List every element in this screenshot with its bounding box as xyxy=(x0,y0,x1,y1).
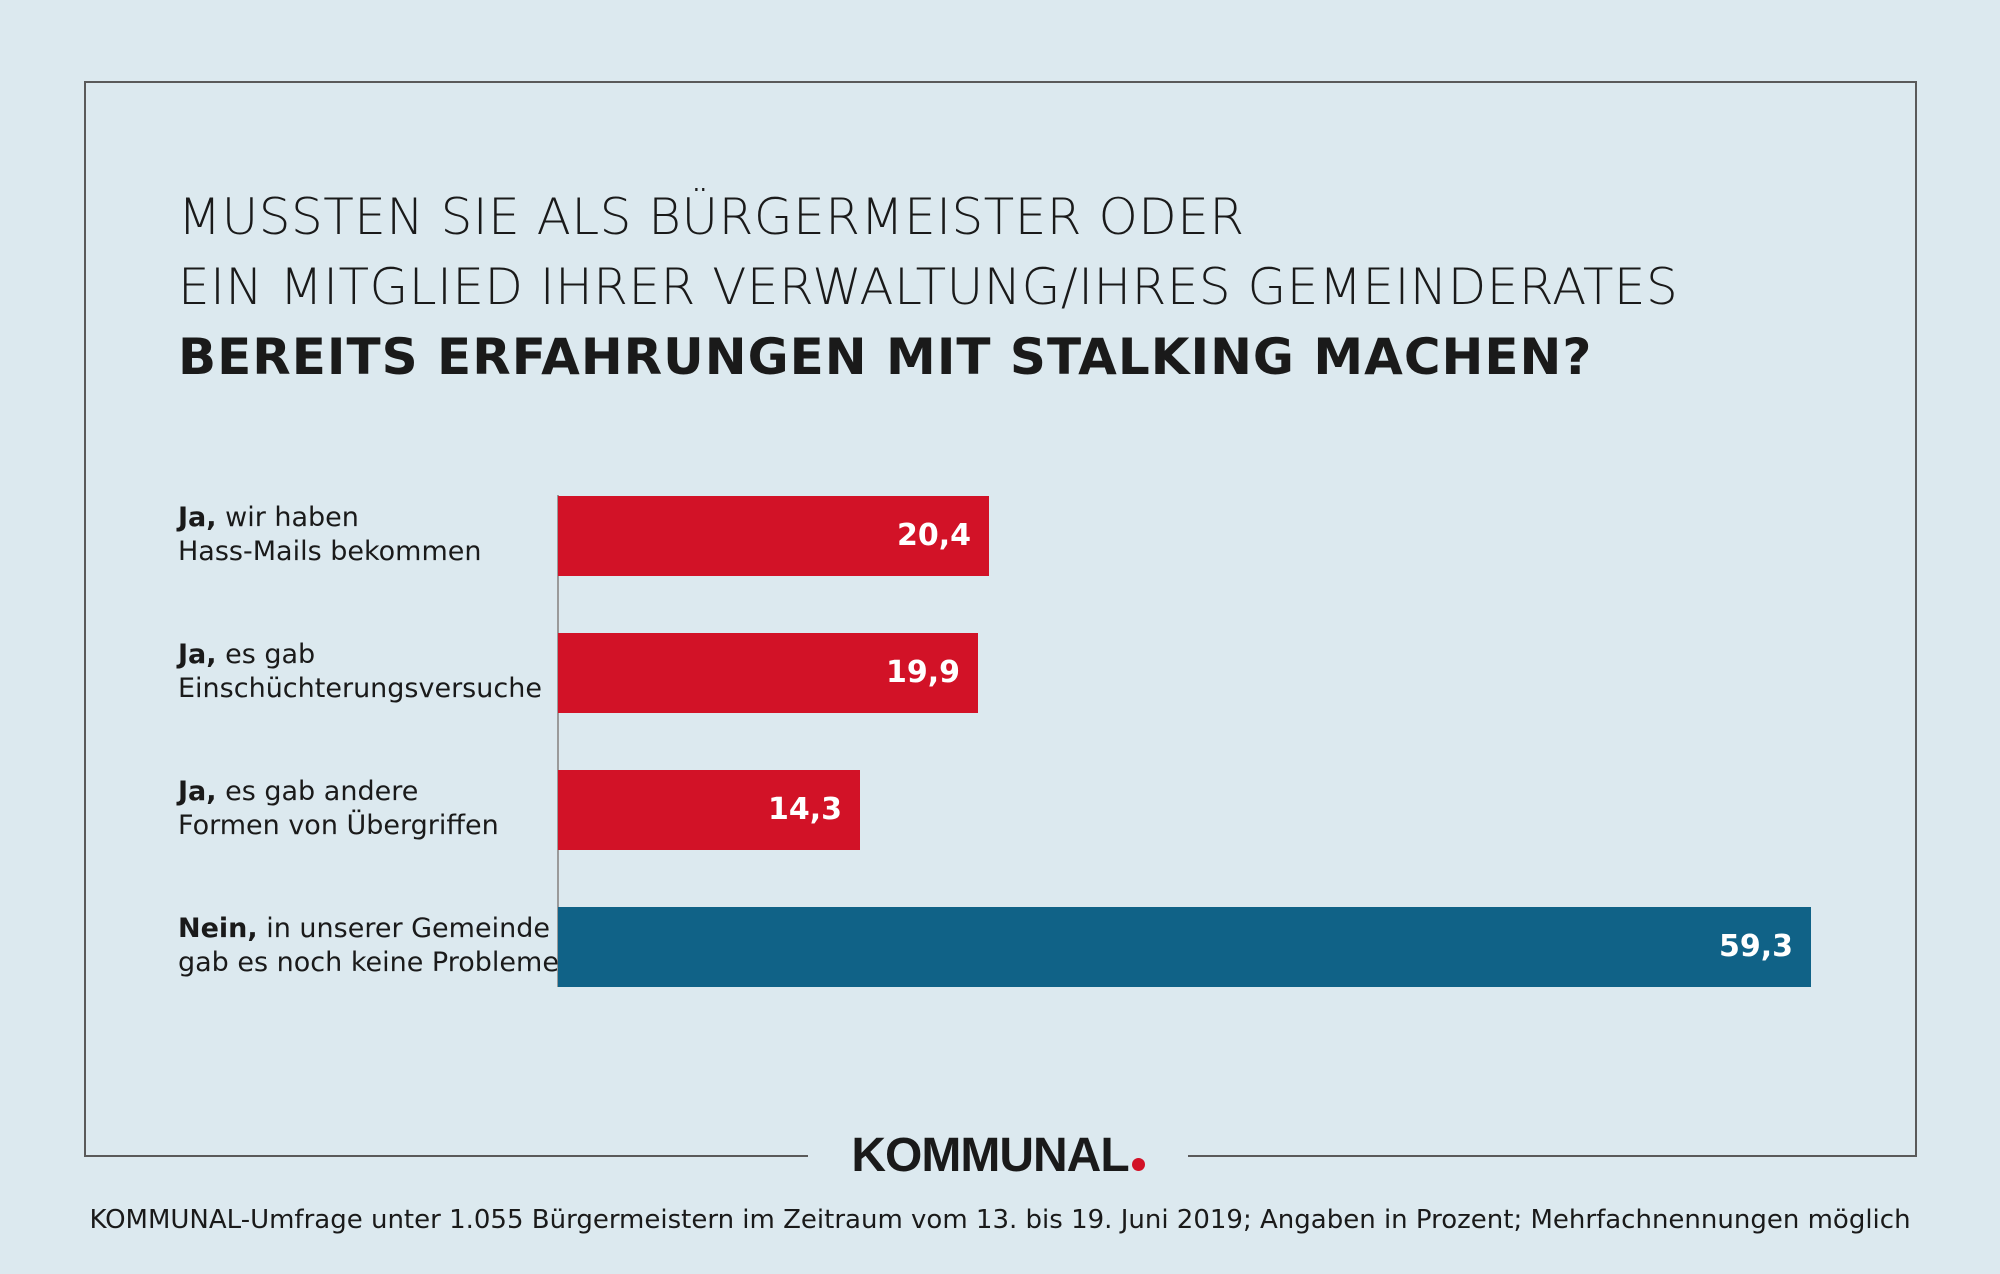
title-line-2: EIN MITGLIED IHRER VERWALTUNG/IHRES GEME… xyxy=(178,258,1679,316)
logo-text: KOMMUNAL xyxy=(851,1129,1129,1182)
category-label-rest: es gab xyxy=(216,639,316,670)
category-label: Nein, in unserer Gemeinde gab es noch kei… xyxy=(178,912,559,980)
category-label-line2: Hass-Mails bekommen xyxy=(178,536,482,567)
bar-value-label: 19,9 xyxy=(885,655,960,690)
title-line-1: MUSSTEN SIE ALS BÜRGERMEISTER ODER xyxy=(178,188,1245,246)
bar-value-label: 20,4 xyxy=(896,518,971,553)
category-label-lead: Nein, xyxy=(178,913,258,944)
bar xyxy=(558,496,989,576)
category-axis-line xyxy=(557,495,559,987)
category-label-lead: Ja, xyxy=(178,639,217,670)
category-label-rest: wir haben xyxy=(216,502,359,533)
frame-bottom-right-border xyxy=(1188,1155,1917,1157)
category-label: Ja, es gab andere Formen von Übergriffen xyxy=(178,775,499,843)
frame-top-border xyxy=(84,81,1917,83)
frame-bottom-left-border xyxy=(84,1155,808,1157)
bar-value-label: 59,3 xyxy=(1718,929,1793,964)
category-label-lead: Ja, xyxy=(178,502,217,533)
category-label-rest: in unserer Gemeinde xyxy=(257,913,550,944)
category-label-lead: Ja, xyxy=(178,776,217,807)
title-line-3: BEREITS ERFAHRUNGEN MIT STALKING MACHEN? xyxy=(178,328,1593,386)
bar xyxy=(558,907,1811,987)
frame-left-border xyxy=(84,81,86,1157)
category-label-line2: Formen von Übergriffen xyxy=(178,810,499,841)
chart-title: MUSSTEN SIE ALS BÜRGERMEISTER ODER EIN M… xyxy=(178,182,1878,392)
category-label-line2: gab es noch keine Probleme xyxy=(178,947,559,978)
category-label-rest: es gab andere xyxy=(216,776,419,807)
source-footnote: KOMMUNAL-Umfrage unter 1.055 Bürgermeist… xyxy=(89,1205,1911,1235)
logo-dot xyxy=(1131,1158,1145,1171)
category-label: Ja, wir haben Hass-Mails bekommen xyxy=(178,501,482,569)
kommunal-logo: KOMMUNAL xyxy=(808,1128,1188,1184)
category-label-line2: Einschüchterungsversuche xyxy=(178,673,542,704)
bar-value-label: 14,3 xyxy=(767,792,842,827)
frame-right-border xyxy=(1915,81,1917,1157)
bar xyxy=(558,633,978,713)
bar xyxy=(558,770,860,850)
category-label: Ja, es gab Einschüchterungsversuche xyxy=(178,638,542,706)
